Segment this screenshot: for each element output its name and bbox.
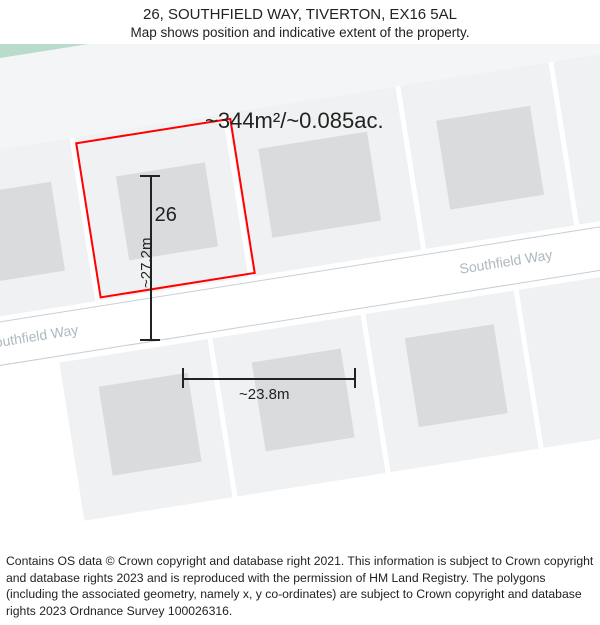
page-title: 26, SOUTHFIELD WAY, TIVERTON, EX16 5AL bbox=[0, 6, 600, 23]
map-viewport: Southfield WaySouthfield Way26 bbox=[0, 44, 600, 524]
property-number: 26 bbox=[155, 204, 177, 227]
building bbox=[436, 106, 544, 210]
page: 26, SOUTHFIELD WAY, TIVERTON, EX16 5AL M… bbox=[0, 0, 600, 625]
building bbox=[252, 348, 355, 451]
map-canvas: Southfield WaySouthfield Way26 bbox=[0, 44, 600, 524]
page-subtitle: Map shows position and indicative extent… bbox=[0, 25, 600, 40]
building bbox=[99, 373, 202, 476]
copyright-footer: Contains OS data © Crown copyright and d… bbox=[6, 553, 594, 619]
header: 26, SOUTHFIELD WAY, TIVERTON, EX16 5AL M… bbox=[0, 0, 600, 40]
building bbox=[405, 324, 508, 427]
building bbox=[258, 132, 381, 238]
